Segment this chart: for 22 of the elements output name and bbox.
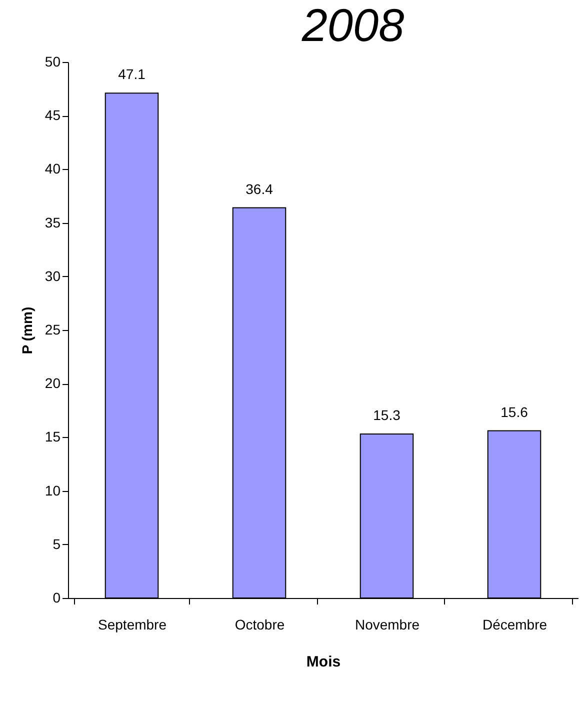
x-tick-label: Octobre bbox=[234, 616, 285, 632]
x-tick-label: Septembre bbox=[98, 616, 167, 632]
y-tick-label: 5 bbox=[52, 536, 61, 552]
x-tick-label: Décembre bbox=[482, 616, 548, 632]
y-tick-label: 25 bbox=[44, 322, 61, 338]
x-axis-title: Mois bbox=[306, 654, 341, 670]
data-label: 47.1 bbox=[118, 66, 146, 82]
chart-title: 2008 bbox=[300, 0, 405, 51]
y-tick-label: 50 bbox=[44, 54, 61, 70]
x-tick-label: Novembre bbox=[354, 616, 420, 632]
y-tick-label: 0 bbox=[52, 590, 61, 606]
y-tick-label: 15 bbox=[44, 428, 61, 445]
y-tick-label: 45 bbox=[44, 107, 61, 124]
data-label: 36.4 bbox=[246, 180, 274, 197]
data-label: 15.6 bbox=[500, 404, 528, 420]
y-tick-label: 35 bbox=[44, 214, 61, 230]
y-tick-label: 40 bbox=[44, 160, 61, 177]
y-tick-label: 30 bbox=[44, 268, 61, 284]
y-tick-label: 20 bbox=[44, 375, 61, 392]
y-tick-label: 10 bbox=[44, 482, 61, 498]
data-label: 15.3 bbox=[373, 406, 401, 423]
y-axis-title: P (mm) bbox=[18, 306, 35, 354]
